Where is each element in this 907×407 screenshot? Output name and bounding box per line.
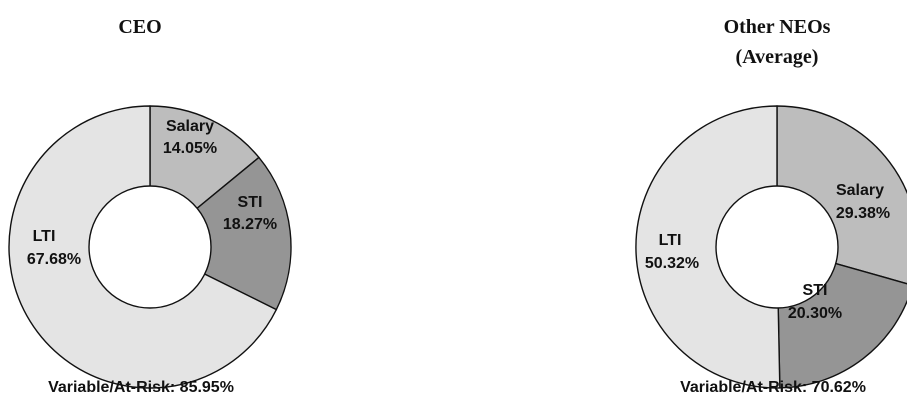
other-neos-salary-value-label: 29.38% [836, 205, 890, 222]
ceo-donut-chart: CEO Salary 14.05% STI 18.27% LTI 67.68% … [8, 16, 292, 396]
other-neos-chart-title-line-2: (Average) [736, 46, 819, 68]
other-neos-sti-name-label: STI [803, 282, 828, 299]
ceo-sti-name-label: STI [238, 194, 263, 211]
other-neos-donut [635, 105, 907, 389]
ceo-salary-value-label: 14.05% [163, 140, 217, 157]
other-neos-salary-name-label: Salary [836, 182, 884, 199]
ceo-variable-at-risk-label: Variable/At-Risk: 85.95% [48, 379, 234, 396]
other-neos-lti-slice [635, 105, 781, 389]
other-neos-chart-title-line-1: Other NEOs [724, 16, 831, 38]
ceo-donut-hole [88, 185, 212, 309]
ceo-sti-slice [149, 156, 292, 311]
ceo-donut [8, 105, 292, 389]
other-neos-lti-value-label: 50.32% [645, 255, 699, 272]
ceo-chart-title-line-1: CEO [118, 16, 161, 38]
ceo-lti-value-label: 67.68% [27, 251, 81, 268]
other-neos-donut-hole [715, 185, 839, 309]
ceo-sti-value-label: 18.27% [223, 216, 277, 233]
other-neos-variable-at-risk-label: Variable/At-Risk: 70.62% [680, 379, 866, 396]
ceo-salary-name-label: Salary [166, 118, 214, 135]
ceo-lti-name-label: LTI [33, 228, 56, 245]
other-neos-lti-name-label: LTI [659, 232, 682, 249]
other-neos-sti-value-label: 20.30% [788, 305, 842, 322]
other-neos-donut-chart: Other NEOs (Average) Salary 29.38% STI 2… [635, 16, 907, 396]
